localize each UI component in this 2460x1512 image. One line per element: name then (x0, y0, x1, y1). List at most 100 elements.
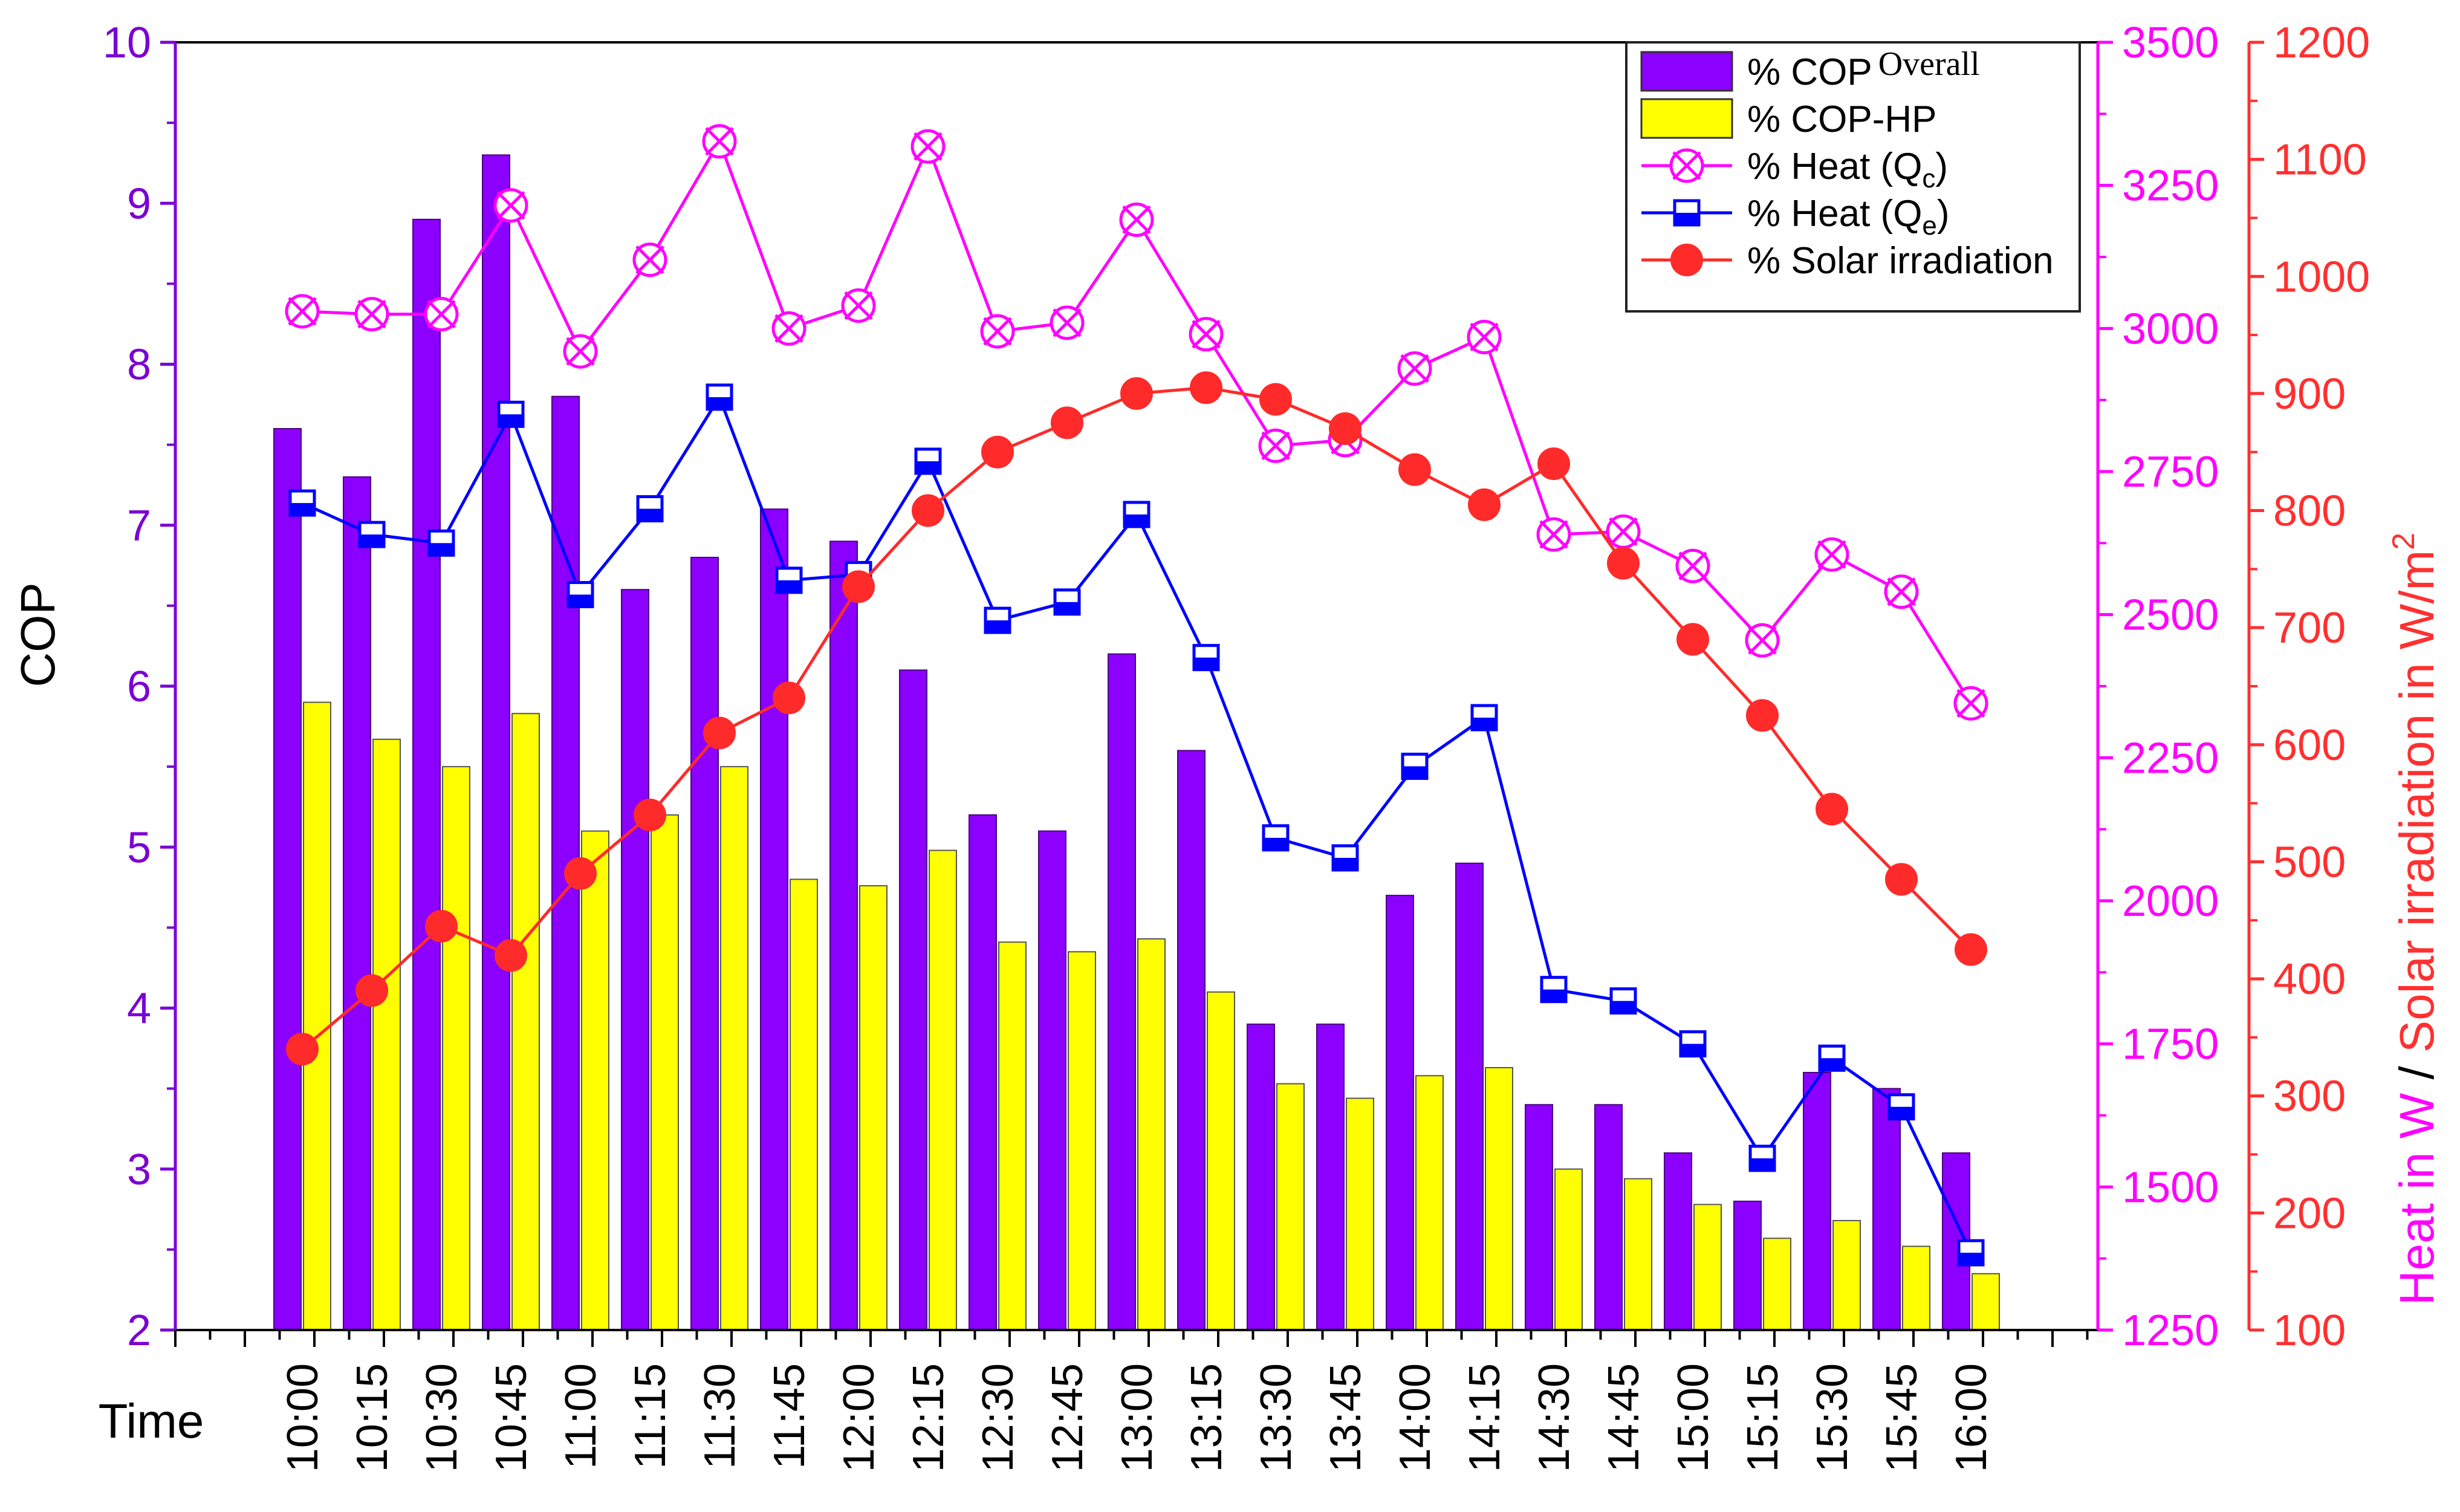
point-heat-qe--10:00 (288, 489, 316, 517)
tick-label-cop-3: 3 (127, 1146, 151, 1194)
legend-label-sub: e (1922, 211, 1936, 241)
legend-marker (1673, 199, 1701, 227)
point-heat-qe--15:45 (1887, 1093, 1915, 1121)
bar-cop-hp-10:45 (511, 713, 540, 1331)
bar-cop-hp-13:30 (1276, 1083, 1305, 1331)
legend-item-heat-qc-: % Heat (Qc) (1641, 146, 1948, 193)
tick-label-heat-1750: 1750 (2122, 1020, 2219, 1069)
bar-cop-hp-11:45 (790, 878, 818, 1331)
bar-cop-overall-13:30 (1247, 1024, 1275, 1331)
tick-label-solar-500: 500 (2273, 838, 2346, 886)
y-axis-right-title-heat: Heat in W (2390, 1092, 2444, 1305)
point-heat-qc--14:45 (1606, 514, 1641, 549)
legend-label-text: % Heat (Q (1747, 193, 1922, 235)
point-heat-qc--13:30 (1258, 428, 1293, 463)
bar-cop-overall-13:15 (1177, 750, 1206, 1331)
bar-cop-overall-15:15 (1733, 1201, 1762, 1331)
axes-layer: 2 3 4 5 6 7 8 9 10 1250 1500 1750 2000 2250 2500 2750 30… (103, 19, 2370, 1472)
bar-cop-hp-15:30 (1832, 1219, 1861, 1331)
point-heat-qe--14:15 (1470, 704, 1498, 732)
point-solar-irradiation-14:00 (1398, 453, 1431, 486)
bar-cop-overall-14:00 (1386, 895, 1414, 1331)
legend-label-suffix: ) (1935, 146, 1948, 187)
point-heat-qc--13:00 (1119, 202, 1154, 237)
legend-label: % Heat (Qc) (1747, 146, 1948, 193)
bar-cop-hp-12:30 (998, 941, 1027, 1331)
legend-swatch (1640, 51, 1733, 92)
point-solar-irradiation-14:15 (1468, 488, 1501, 521)
bar-cop-hp-16:00 (1972, 1273, 2000, 1331)
x-tick-label-14:45: 14:45 (1600, 1363, 1648, 1472)
bar-cop-overall-14:30 (1525, 1104, 1553, 1331)
point-heat-qc--12:45 (1050, 305, 1085, 340)
tick-label-solar-100: 100 (2273, 1306, 2346, 1355)
tick-label-cop-4: 4 (127, 985, 151, 1033)
point-solar-irradiation-13:30 (1259, 383, 1292, 416)
legend-label-text: % Solar irradiation (1747, 240, 2054, 282)
x-tick-label-10:00: 10:00 (279, 1363, 327, 1472)
point-solar-irradiation-15:45 (1885, 863, 1918, 896)
x-tick-label-11:45: 11:45 (765, 1363, 814, 1469)
legend-swatch (1640, 98, 1733, 139)
bar-cop-overall-12:00 (829, 540, 858, 1331)
tick-label-solar-1100: 1100 (2273, 136, 2367, 184)
point-heat-qe--10:45 (497, 400, 525, 428)
legend-label-text: % COP-HP (1747, 99, 1936, 140)
point-heat-qe--12:45 (1053, 588, 1081, 616)
tick-label-solar-1200: 1200 (2273, 19, 2370, 67)
bar-cop-hp-15:45 (1902, 1245, 1930, 1331)
tick-label-heat-2250: 2250 (2122, 734, 2219, 782)
point-heat-qe--15:00 (1679, 1030, 1707, 1058)
legend-marker (1669, 148, 1704, 183)
x-tick-label-13:00: 13:00 (1113, 1363, 1161, 1472)
tick-label-cop-10: 10 (103, 19, 151, 67)
point-heat-qc--13:15 (1189, 317, 1224, 352)
point-heat-qe--14:45 (1609, 987, 1637, 1015)
point-solar-irradiation-15:15 (1746, 699, 1779, 732)
legend-label: % Solar irradiation (1747, 240, 2054, 282)
point-heat-qe--10:15 (358, 521, 386, 548)
x-tick-label-15:00: 15:00 (1669, 1363, 1718, 1472)
tick-label-heat-3250: 3250 (2122, 162, 2219, 210)
y-axis-left-title: COP (11, 582, 65, 687)
x-axis-title: Time (99, 1394, 204, 1448)
point-heat-qc--15:45 (1884, 574, 1919, 609)
x-tick-label-12:30: 12:30 (974, 1363, 1022, 1472)
legend: % COP Overall% COP-HP% Heat (Qc)% Heat (Q… (1625, 41, 2081, 313)
point-heat-qc--10:30 (424, 297, 459, 332)
bar-cop-overall-10:15 (343, 476, 371, 1331)
bar-cop-hp-10:30 (442, 766, 470, 1331)
x-tick-label-11:15: 11:15 (626, 1363, 675, 1469)
bar-cop-hp-13:00 (1137, 938, 1166, 1331)
tick-label-cop-2: 2 (127, 1306, 151, 1355)
point-heat-qe--14:00 (1401, 753, 1429, 780)
tick-label-heat-1250: 1250 (2122, 1306, 2219, 1355)
point-heat-qc--15:30 (1814, 537, 1849, 572)
point-heat-qc--14:30 (1536, 517, 1571, 552)
tick-label-cop-8: 8 (127, 341, 151, 389)
point-solar-irradiation-13:15 (1190, 371, 1222, 404)
bar-cop-overall-14:15 (1455, 862, 1484, 1331)
bar-cop-overall-13:45 (1316, 1024, 1345, 1331)
point-heat-qe--13:00 (1123, 501, 1150, 528)
legend-label-text: % COP (1747, 51, 1872, 93)
legend-label-suffix: ) (1937, 193, 1950, 235)
point-heat-qe--10:30 (427, 529, 455, 557)
tick-label-cop-9: 9 (127, 180, 151, 228)
point-solar-irradiation-12:45 (1051, 406, 1083, 440)
point-solar-irradiation-10:15 (355, 974, 388, 1007)
legend-item-cop-hp: % COP-HP (1640, 98, 1936, 140)
x-tick-label-11:00: 11:00 (557, 1363, 605, 1469)
bar-cop-overall-12:30 (969, 814, 997, 1331)
x-tick-label-10:15: 10:15 (348, 1363, 397, 1472)
x-tick-label-14:30: 14:30 (1530, 1363, 1579, 1472)
point-heat-qc--11:00 (563, 334, 598, 369)
x-tick-label-12:00: 12:00 (835, 1363, 883, 1472)
y-axis-right-title-solar: Solar irradiation in W/m (2390, 550, 2444, 1053)
tick-label-heat-3500: 3500 (2122, 19, 2219, 67)
bar-cop-overall-10:30 (412, 218, 441, 1331)
x-tick-label-13:45: 13:45 (1322, 1363, 1370, 1472)
tick-label-cop-6: 6 (127, 663, 151, 711)
bar-cop-hp-15:00 (1693, 1204, 1722, 1331)
